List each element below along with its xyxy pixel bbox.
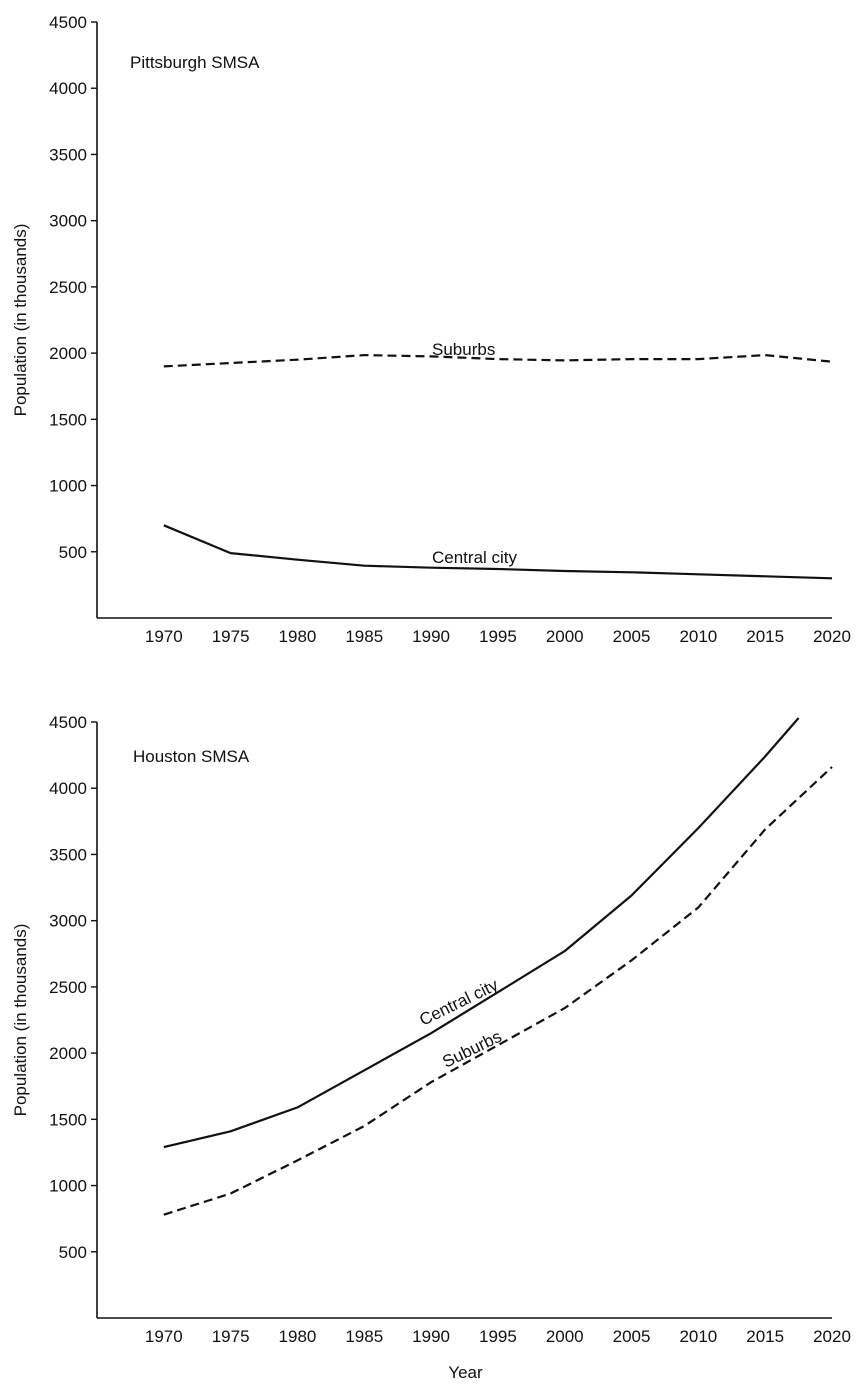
x-tick-label: 2015	[746, 627, 784, 646]
y-tick-label: 500	[59, 1243, 87, 1262]
x-tick-label: 1995	[479, 1327, 517, 1346]
x-tick-label: 2015	[746, 1327, 784, 1346]
x-tick-label: 1995	[479, 627, 517, 646]
x-tick-label: 1975	[212, 1327, 250, 1346]
x-tick-label: 2005	[613, 627, 651, 646]
x-axis-label: Year	[448, 1363, 483, 1382]
y-tick-label: 1000	[49, 1177, 87, 1196]
x-tick-label: 1985	[345, 627, 383, 646]
chart-title: Pittsburgh SMSA	[130, 53, 260, 72]
x-tick-label: 2005	[613, 1327, 651, 1346]
x-tick-label: 1985	[345, 1327, 383, 1346]
y-tick-label: 4500	[49, 13, 87, 32]
y-tick-label: 3500	[49, 145, 87, 164]
y-tick-label: 2000	[49, 344, 87, 363]
y-tick-label: 2500	[49, 278, 87, 297]
series-label-suburbs: Suburbs	[439, 1027, 504, 1072]
series-label-central-city: Central city	[416, 975, 501, 1030]
x-tick-label: 1990	[412, 1327, 450, 1346]
x-tick-label: 2010	[679, 1327, 717, 1346]
y-axis-label: Population (in thousands)	[11, 224, 30, 417]
x-tick-label: 1980	[279, 1327, 317, 1346]
x-tick-label: 2020	[813, 627, 851, 646]
x-tick-label: 2020	[813, 1327, 851, 1346]
x-tick-label: 1990	[412, 627, 450, 646]
y-axis-label: Population (in thousands)	[11, 924, 30, 1117]
y-tick-label: 2000	[49, 1044, 87, 1063]
series-line-suburbs	[163, 766, 833, 1216]
x-tick-label: 2010	[679, 627, 717, 646]
panel-1: 500 1000 1500 2000 2500 3000 3500 4000 4500 1970 1…	[11, 713, 851, 1382]
y-tick-label: 1500	[49, 410, 87, 429]
y-tick-label: 3000	[49, 912, 87, 931]
series-line-suburbs	[163, 354, 833, 368]
x-tick-label: 1980	[279, 627, 317, 646]
x-tick-label: 1970	[145, 1327, 183, 1346]
x-tick-label: 2000	[546, 627, 584, 646]
y-tick-label: 3500	[49, 845, 87, 864]
x-tick-label: 1975	[212, 627, 250, 646]
y-tick-label: 4500	[49, 713, 87, 732]
series-line-central-city	[163, 524, 833, 580]
x-tick-label: 1970	[145, 627, 183, 646]
y-tick-label: 3000	[49, 212, 87, 231]
y-tick-label: 4000	[49, 779, 87, 798]
series-label-central-city: Central city	[432, 548, 518, 567]
panel-0: 500 1000 1500 2000 2500 3000 3500 4000 4500 1970 1…	[11, 13, 851, 646]
y-tick-label: 1000	[49, 477, 87, 496]
y-tick-label: 2500	[49, 978, 87, 997]
x-tick-label: 2000	[546, 1327, 584, 1346]
series-line-central-city	[163, 717, 800, 1149]
y-tick-label: 4000	[49, 79, 87, 98]
chart-title: Houston SMSA	[133, 747, 250, 766]
y-tick-label: 500	[59, 543, 87, 562]
series-label-suburbs: Suburbs	[432, 340, 495, 359]
y-tick-label: 1500	[49, 1110, 87, 1129]
